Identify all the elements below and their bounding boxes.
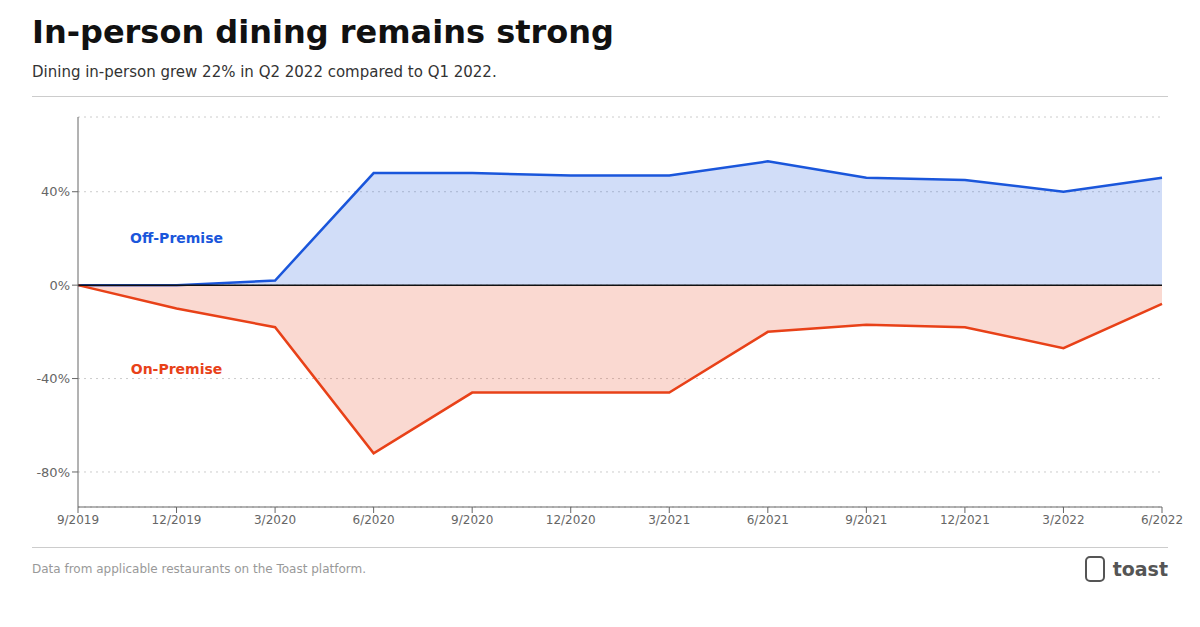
svg-text:On-Premise: On-Premise (131, 361, 223, 377)
svg-text:9/2020: 9/2020 (451, 513, 493, 527)
svg-text:9/2021: 9/2021 (845, 513, 887, 527)
svg-text:12/2021: 12/2021 (940, 513, 990, 527)
html-text:Data from applicable restauran: Data from applicable restaurants on the … (32, 562, 366, 576)
svg-text:0%: 0% (49, 278, 70, 293)
svg-text:9/2019: 9/2019 (57, 513, 99, 527)
html-text:toast: toast (1112, 558, 1168, 580)
html-text:Dining in-person grew 22% in Q: Dining in-person grew 22% in Q2 2022 com… (32, 63, 497, 81)
svg-text:12/2020: 12/2020 (546, 513, 596, 527)
svg-text:40%: 40% (41, 184, 70, 199)
svg-text:3/2021: 3/2021 (648, 513, 690, 527)
svg-text:6/2022: 6/2022 (1141, 513, 1183, 527)
svg-text:-80%: -80% (36, 465, 70, 480)
html-text:In-person dining remains stron: In-person dining remains strong (32, 13, 614, 51)
svg-text:3/2022: 3/2022 (1042, 513, 1084, 527)
svg-text:3/2020: 3/2020 (254, 513, 296, 527)
svg-text:6/2020: 6/2020 (353, 513, 395, 527)
svg-text:-40%: -40% (36, 371, 70, 386)
svg-text:12/2019: 12/2019 (152, 513, 202, 527)
svg-text:6/2021: 6/2021 (747, 513, 789, 527)
svg-text:Off-Premise: Off-Premise (130, 230, 223, 246)
